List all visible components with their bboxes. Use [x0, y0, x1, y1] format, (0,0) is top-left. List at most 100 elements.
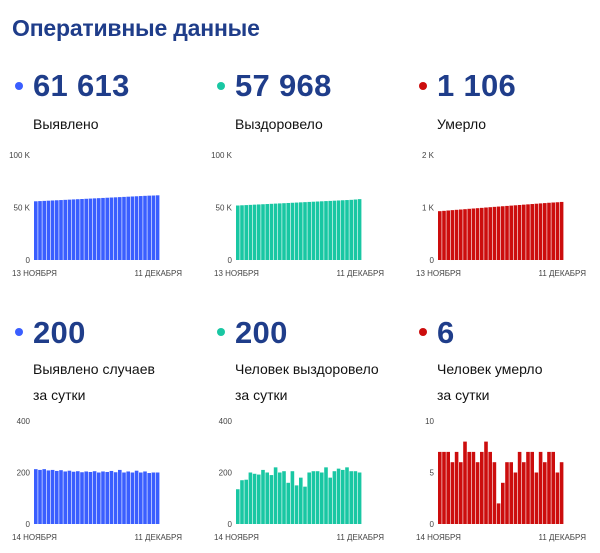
- red-dot-icon: [419, 82, 427, 90]
- bar: [299, 202, 303, 260]
- chart-recovered-daily: 0 200 400 14 НОЯБРЯ 11 ДЕКАБРЯ: [214, 417, 384, 542]
- bar: [76, 199, 80, 260]
- stat-detected-label: Выявлено: [33, 116, 99, 132]
- stat-detected-value: 61 613: [33, 68, 130, 103]
- x-tick-label-end: 11 ДЕКАБРЯ: [539, 533, 587, 542]
- stat-died-label: Умерло: [437, 116, 487, 132]
- bar: [118, 197, 122, 260]
- bar: [467, 451, 471, 524]
- stat-died-daily: 6 Человек умерло за сутки: [416, 315, 600, 435]
- bar: [282, 203, 286, 260]
- bar: [55, 200, 59, 260]
- stat-died-daily-label: Человек умерло за сутки: [437, 359, 600, 405]
- x-tick-label-end: 11 ДЕКАБРЯ: [337, 269, 385, 278]
- stat-died: 1 106 Умерло: [416, 68, 600, 188]
- chart-died-daily: 0 5 10 14 НОЯБРЯ 11 ДЕКАБРЯ: [416, 417, 587, 542]
- bar: [122, 196, 126, 260]
- bar: [257, 474, 261, 524]
- bar: [109, 197, 114, 260]
- bar: [559, 462, 564, 524]
- bar: [113, 472, 118, 524]
- stat-recovered-label: Выздоровело: [235, 116, 323, 132]
- bar: [543, 462, 547, 524]
- bar: [67, 470, 72, 524]
- bar: [71, 471, 76, 524]
- bar: [341, 200, 345, 260]
- y-tick-label: 400: [219, 417, 233, 426]
- bar: [484, 207, 488, 260]
- stat-died-value: 1 106: [437, 68, 517, 103]
- bar: [63, 471, 67, 524]
- bar: [236, 489, 240, 524]
- y-tick-label: 100 K: [211, 151, 233, 160]
- bar: [526, 451, 530, 524]
- bar: [522, 462, 526, 524]
- bar: [353, 471, 358, 524]
- stat-died-daily-label-line2: за сутки: [437, 387, 490, 403]
- bar: [113, 197, 118, 260]
- bar: [50, 200, 55, 260]
- x-tick-label-start: 14 НОЯБРЯ: [12, 533, 57, 542]
- chart-recovered-total: 0 50 K 100 K 13 НОЯБРЯ 11 ДЕКАБРЯ: [211, 151, 385, 278]
- bar: [324, 467, 328, 524]
- bar: [332, 471, 337, 524]
- stat-recovered-value: 57 968: [235, 68, 332, 103]
- bar: [320, 472, 324, 524]
- bar: [513, 205, 518, 260]
- bar: [34, 201, 38, 260]
- bar: [311, 471, 316, 524]
- y-tick-label: 200: [219, 469, 233, 478]
- stat-recovered-daily: 200 Человек выздоровело за сутки: [214, 315, 404, 435]
- bar: [97, 198, 101, 260]
- y-tick-label: 100 K: [9, 151, 31, 160]
- bar: [109, 470, 114, 524]
- bar: [446, 210, 450, 260]
- y-tick-label: 50 K: [14, 204, 31, 213]
- stat-recovered: 57 968 Выздоровело: [214, 68, 404, 188]
- y-tick-label: 10: [425, 417, 434, 426]
- bar: [438, 211, 442, 260]
- bar: [299, 477, 303, 524]
- bar: [559, 201, 564, 260]
- bar: [328, 200, 332, 260]
- y-tick-label: 50 K: [216, 204, 233, 213]
- y-tick-label: 2 K: [422, 151, 435, 160]
- bar: [294, 485, 299, 525]
- bar: [517, 204, 522, 260]
- bar: [480, 207, 484, 260]
- bar: [55, 470, 59, 524]
- x-tick-label-end: 11 ДЕКАБРЯ: [135, 269, 183, 278]
- bar: [84, 471, 88, 524]
- bar: [530, 204, 534, 260]
- bar: [143, 195, 147, 260]
- bar: [261, 469, 265, 524]
- stat-detected: 61 613 Выявлено: [12, 68, 202, 188]
- bar: [97, 472, 101, 524]
- y-tick-label: 400: [17, 417, 31, 426]
- bar: [38, 201, 42, 260]
- bar: [92, 198, 97, 260]
- bar: [278, 203, 282, 260]
- bar: [88, 471, 93, 524]
- bar: [438, 451, 442, 524]
- bar: [328, 477, 332, 524]
- bar: [139, 196, 143, 260]
- y-tick-label: 0: [430, 520, 435, 529]
- bar: [101, 471, 105, 524]
- y-tick-label: 0: [228, 520, 233, 529]
- bar: [543, 203, 547, 260]
- bar: [315, 471, 320, 524]
- bar: [471, 208, 476, 260]
- bar: [248, 204, 253, 261]
- bar: [126, 471, 130, 524]
- bar: [357, 199, 362, 260]
- bar: [471, 451, 476, 524]
- y-tick-label: 0: [228, 256, 233, 265]
- bar: [143, 471, 147, 524]
- bar: [155, 472, 160, 524]
- bar: [294, 202, 299, 260]
- bar: [244, 479, 248, 524]
- bar: [530, 451, 534, 524]
- bar: [282, 471, 286, 524]
- bar: [513, 472, 518, 524]
